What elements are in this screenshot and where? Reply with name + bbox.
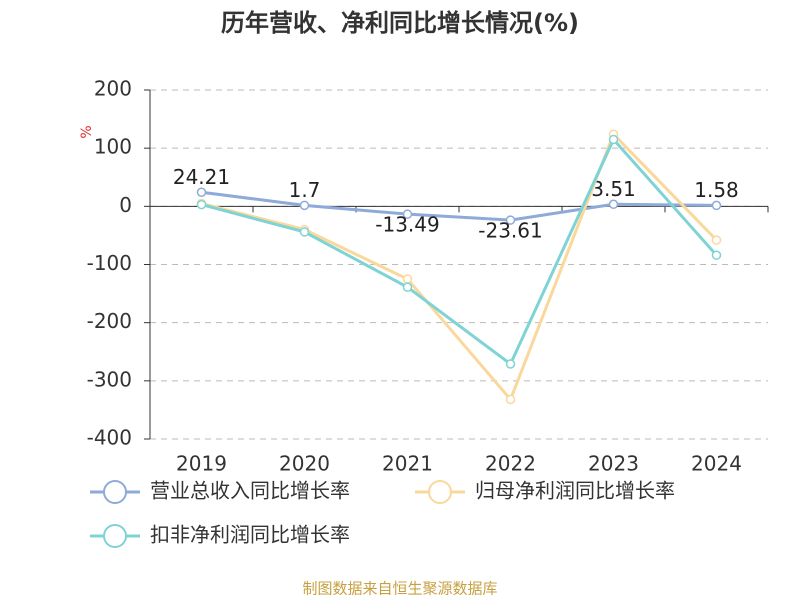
point [711, 235, 722, 245]
y-tick-label: 0 [119, 193, 132, 217]
point [196, 199, 207, 210]
series-line [201, 131, 718, 403]
y-tick-label: -100 [87, 251, 132, 275]
point [402, 209, 413, 219]
data-label: -13.49 [375, 213, 439, 237]
point [196, 187, 207, 198]
legend-label: 扣非净利润同比增长率 [150, 523, 350, 547]
point [505, 394, 516, 405]
point [608, 199, 619, 210]
source-note: 制图数据来自恒生聚源数据库 [302, 580, 497, 598]
point [299, 200, 310, 211]
legend-marker [428, 480, 452, 504]
series-line [201, 136, 718, 367]
y-tick-label: 200 [94, 77, 132, 101]
y-tick-label: -400 [87, 426, 132, 450]
data-label: 24.21 [173, 165, 230, 189]
point [608, 134, 619, 145]
y-tick-label: 100 [94, 135, 132, 159]
point [711, 200, 722, 211]
data-label: 1.58 [694, 178, 739, 202]
point [299, 227, 310, 237]
y-tick-label: -200 [87, 309, 132, 333]
y-axis-label: % [79, 125, 95, 138]
data-label: 3.51 [591, 177, 636, 201]
legend-marker [103, 480, 127, 504]
series-line [201, 190, 717, 222]
x-tick-label: 2022 [485, 452, 536, 476]
point [711, 250, 722, 260]
x-tick-label: 2024 [691, 452, 742, 476]
chart-title: 历年营收、净利同比增长情况(%) [221, 9, 579, 37]
point [402, 274, 413, 284]
point [505, 215, 516, 225]
point [505, 359, 516, 369]
data-label: 1.7 [289, 178, 321, 202]
data-label: -23.61 [478, 219, 542, 243]
x-tick-label: 2021 [382, 452, 433, 476]
x-tick-label: 2023 [588, 452, 639, 476]
legend-label: 归母净利润同比增长率 [475, 479, 675, 503]
point [402, 282, 413, 292]
legend-marker [103, 524, 127, 548]
legend-label: 营业总收入同比增长率 [150, 479, 350, 503]
y-tick-label: -300 [87, 367, 132, 391]
x-tick-label: 2019 [176, 452, 227, 476]
x-tick-label: 2020 [279, 452, 330, 476]
